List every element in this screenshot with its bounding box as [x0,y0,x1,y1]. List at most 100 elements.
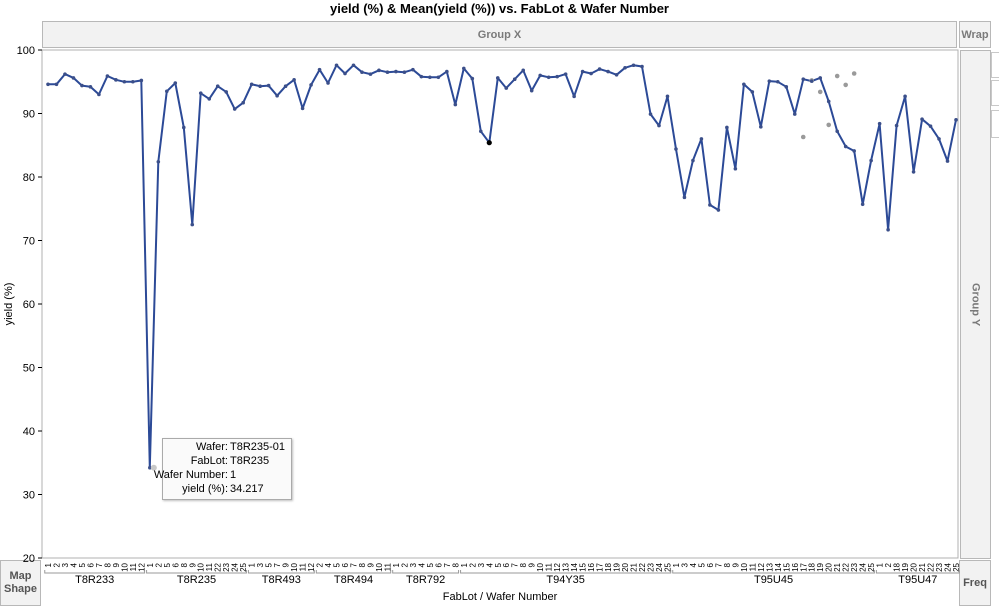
selected-data-point[interactable] [486,140,492,146]
mean-data-point[interactable] [122,79,127,84]
side-panel-stub[interactable] [991,110,999,138]
side-panel-stub[interactable] [991,52,999,78]
mean-data-point[interactable] [521,68,526,73]
mean-data-point[interactable] [708,203,712,207]
mean-data-point[interactable] [343,71,347,76]
mean-data-point[interactable] [835,129,839,134]
mean-data-point[interactable] [555,74,559,79]
mean-data-point[interactable] [886,227,890,232]
mean-data-point[interactable] [462,66,466,71]
mean-data-point[interactable] [920,117,924,122]
mean-data-point[interactable] [725,125,729,130]
mean-data-point[interactable] [258,84,262,88]
mean-data-point[interactable] [674,147,678,151]
mean-data-point[interactable] [657,123,661,128]
mean-data-point[interactable] [648,112,653,116]
mean-data-point[interactable] [623,65,627,70]
mean-data-point[interactable] [368,72,373,76]
mean-data-point[interactable] [792,112,797,116]
mean-data-point[interactable] [699,137,704,141]
mean-data-point[interactable] [843,144,848,149]
mean-data-point[interactable] [478,129,483,134]
mean-data-point[interactable] [326,81,330,85]
mean-data-point[interactable] [377,68,381,73]
mean-data-point[interactable] [156,159,161,164]
mean-data-point[interactable] [759,125,763,129]
mean-data-point[interactable] [775,79,780,84]
mean-data-point[interactable] [190,222,195,227]
raw-data-point[interactable] [826,122,832,128]
mean-data-point[interactable] [682,195,687,200]
mean-data-point[interactable] [292,78,296,82]
mean-data-point[interactable] [911,170,916,174]
mean-data-point[interactable] [809,79,814,83]
mean-data-point[interactable] [470,76,475,81]
mean-data-point[interactable] [529,88,534,93]
mean-data-point[interactable] [445,69,449,74]
mean-data-point[interactable] [139,78,144,83]
mean-data-point[interactable] [818,76,823,80]
mean-data-point[interactable] [283,84,288,88]
mean-data-point[interactable] [538,73,542,78]
mean-data-point[interactable] [411,67,415,72]
mean-data-point[interactable] [495,76,500,80]
mean-data-point[interactable] [733,166,738,171]
raw-data-point[interactable] [817,89,823,95]
mean-data-point[interactable] [826,99,831,104]
raw-data-point[interactable] [800,134,806,140]
mean-data-point[interactable] [241,100,245,105]
mean-data-point[interactable] [928,124,933,128]
group-x-zone[interactable]: Group X [42,21,957,48]
mean-data-point[interactable] [275,93,279,98]
hovered-data-point[interactable] [150,464,157,471]
mean-data-point[interactable] [46,82,50,87]
raw-data-point[interactable] [851,71,857,76]
mean-data-point[interactable] [504,86,509,90]
wrap-zone[interactable]: Wrap [959,21,991,48]
mean-data-point[interactable] [131,79,135,84]
mean-data-point[interactable] [631,63,636,68]
mean-data-point[interactable] [767,79,772,83]
mean-data-point[interactable] [937,137,941,141]
mean-data-point[interactable] [742,82,746,87]
mean-data-point[interactable] [198,91,203,95]
mean-data-point[interactable] [894,123,899,128]
mean-data-point[interactable] [54,82,59,87]
raw-data-point[interactable] [834,73,840,79]
mean-data-point[interactable] [148,465,152,470]
mean-data-point[interactable] [954,118,958,122]
mean-data-point[interactable] [97,92,101,97]
mean-data-point[interactable] [860,202,865,207]
mean-data-point[interactable] [589,71,593,76]
mean-data-point[interactable] [114,78,118,82]
mean-data-point[interactable] [215,84,220,88]
mean-data-point[interactable] [334,63,339,68]
mean-data-point[interactable] [877,121,882,126]
mean-data-point[interactable] [580,69,585,74]
mean-data-point[interactable] [351,63,356,68]
mean-data-point[interactable] [801,77,806,82]
mean-data-point[interactable] [691,158,695,163]
mean-data-point[interactable] [165,89,169,94]
mean-data-point[interactable] [428,75,432,80]
mean-data-point[interactable] [317,67,322,72]
mean-data-point[interactable] [453,102,458,107]
mean-data-point[interactable] [665,94,670,99]
mean-data-point[interactable] [249,82,254,87]
mean-data-point[interactable] [903,94,907,99]
mean-data-point[interactable] [716,208,721,212]
mean-data-point[interactable] [80,83,84,88]
mean-data-point[interactable] [419,74,424,79]
mean-data-point[interactable] [614,72,619,77]
group-y-zone[interactable]: Group Y [960,50,991,559]
mean-data-point[interactable] [597,67,602,71]
mean-data-point[interactable] [63,72,67,76]
mean-data-point[interactable] [512,77,517,82]
mean-data-point[interactable] [436,75,441,80]
mean-data-point[interactable] [402,70,407,75]
mean-data-point[interactable] [385,70,390,75]
mean-data-point[interactable] [71,76,76,80]
raw-data-point[interactable] [843,82,848,88]
map-shape-zone[interactable]: Map Shape [0,560,41,606]
mean-data-point[interactable] [360,70,364,75]
